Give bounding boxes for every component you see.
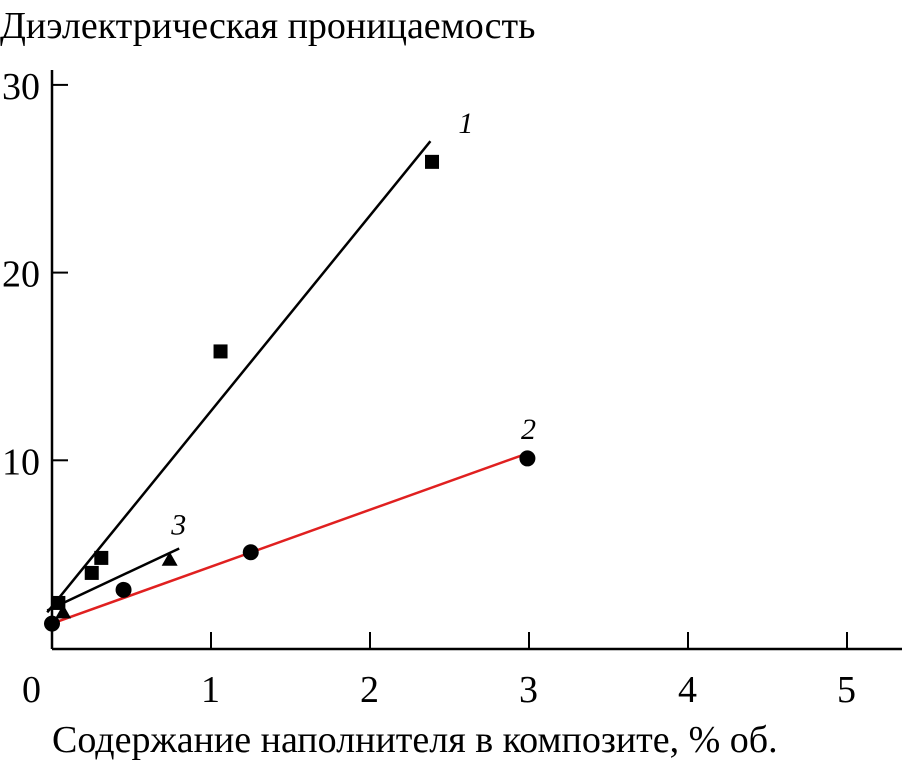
x-tick-label: 4: [678, 669, 697, 711]
circle-point: [519, 450, 536, 467]
square-point: [213, 344, 228, 359]
series-label-2: 2: [521, 413, 536, 446]
fit-line-3: [46, 547, 180, 612]
y-tick-label: 20: [2, 254, 40, 296]
circle-point: [242, 544, 259, 561]
x-tick-label: 0: [22, 669, 41, 711]
chart-title: Диэлектрическая проницаемость: [0, 5, 535, 47]
series-label-3: 3: [170, 509, 186, 542]
series-label-1: 1: [458, 107, 473, 140]
triangle-point: [55, 604, 72, 619]
circle-point: [115, 581, 132, 598]
triangle-point: [161, 551, 178, 566]
x-tick-label: 5: [837, 669, 856, 711]
square-point: [94, 550, 109, 565]
fit-line-2: [51, 451, 530, 625]
y-tick-label: 30: [2, 66, 40, 108]
fit-line-1: [46, 140, 432, 614]
x-tick-label: 1: [201, 669, 220, 711]
circle-point: [44, 615, 60, 632]
x-tick-label: 3: [519, 669, 538, 711]
square-point: [425, 154, 440, 169]
square-point: [84, 565, 99, 580]
x-axis-label: Содержание наполнителя в композите, % об…: [52, 719, 778, 761]
x-tick-label: 2: [360, 669, 379, 711]
y-tick-label: 10: [2, 441, 40, 483]
